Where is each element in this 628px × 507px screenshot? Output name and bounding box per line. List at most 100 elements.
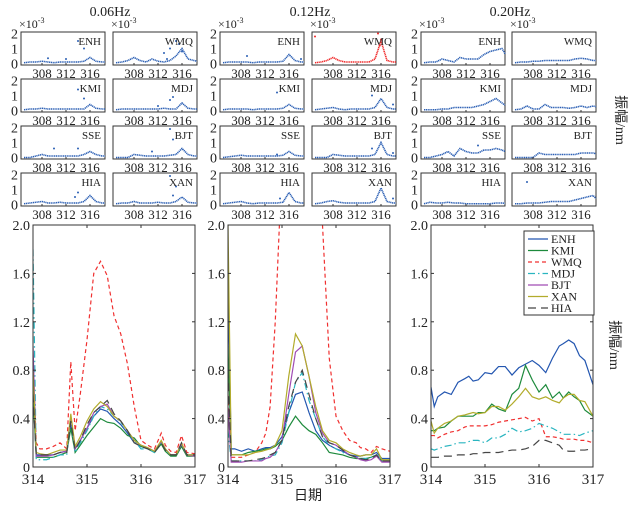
station-panel-hia: HIA 012 308 312 316	[210, 169, 305, 222]
station-label: HIA	[81, 177, 101, 189]
outlier-point	[47, 57, 49, 60]
station-label: KMI	[80, 83, 102, 95]
station-label: WMQ	[165, 36, 193, 48]
panel-frame	[20, 172, 106, 207]
y-axis-label-top: 振幅/nm	[612, 95, 628, 145]
x-tick-label: 316	[279, 207, 299, 222]
x-tick-label: 315	[474, 472, 497, 488]
y-tick-label: 2	[11, 75, 18, 90]
outlier-point	[83, 97, 85, 100]
outlier-point	[371, 147, 373, 150]
station-panel-sse: SSE 012 308 312 316	[210, 122, 305, 175]
trend-dots	[314, 186, 396, 205]
outlier-point	[65, 58, 67, 60]
trend-dots	[222, 103, 304, 111]
x-tick-label: 316	[279, 66, 299, 81]
y-tick-label: 2	[11, 122, 18, 137]
series-line-kmi	[33, 394, 195, 458]
scale-label: ×10-3	[19, 16, 44, 31]
y-tick-label: 0	[23, 461, 30, 476]
x-tick-label: 312	[347, 113, 367, 128]
x-tick-label: 316	[371, 113, 391, 128]
x-tick-label: 317	[379, 472, 402, 488]
frequency-title: 0.12Hz	[290, 5, 331, 20]
legend-label: ENH	[551, 232, 576, 246]
y-tick-label: 1.2	[13, 316, 31, 331]
x-tick-label: 312	[56, 160, 76, 175]
comparison-panel-006hz: 0 0.4 0.8 1.2 1.6 2.0 314 315 316 317	[13, 219, 207, 488]
panel-frame	[430, 224, 594, 468]
outlier-point	[526, 181, 528, 183]
y-tick-label: 2	[210, 122, 217, 137]
y-tick-label: 2	[210, 169, 217, 184]
x-tick-label: 316	[571, 160, 591, 175]
plot-area	[228, 225, 390, 467]
x-tick-label: 316	[371, 160, 391, 175]
trend-dots	[514, 57, 596, 64]
x-tick-label: 308	[432, 113, 452, 128]
x-tick-label: 312	[456, 66, 476, 81]
station-label: SSE	[482, 130, 501, 142]
y-tick-label: 1	[11, 90, 18, 105]
x-tick-label: 308	[523, 207, 543, 222]
scale-base: ×10	[510, 17, 529, 31]
station-label: XAN	[568, 177, 592, 189]
x-tick-label: 317	[184, 472, 207, 488]
y-tick-label: 0	[11, 199, 18, 214]
legend-label: KMI	[551, 244, 574, 258]
scale-exponent: -3	[329, 16, 336, 25]
station-panel-xan: XAN 308 312 316	[511, 172, 597, 222]
x-tick-label: 316	[571, 207, 591, 222]
panel-frame	[311, 125, 397, 160]
trend-dots	[314, 38, 396, 64]
y-tick-label: 1	[411, 184, 418, 199]
x-tick-label: 312	[56, 113, 76, 128]
panel-frame	[112, 125, 198, 160]
outlier-point	[181, 50, 183, 53]
panel-frame	[311, 31, 397, 66]
x-tick-label: 316	[172, 160, 192, 175]
y-tick-label: 0	[411, 58, 418, 73]
panel-frame	[219, 125, 305, 160]
outlier-point	[392, 152, 394, 154]
x-tick-label: 308	[124, 113, 144, 128]
y-tick-label: 2	[411, 28, 418, 43]
x-tick-label: 312	[547, 160, 567, 175]
y-tick-label: 1	[411, 137, 418, 152]
legend-label: MDJ	[551, 267, 575, 281]
y-tick-label: 2	[210, 75, 217, 90]
station-panel-hia: HIA 012 308 312 316	[411, 169, 506, 222]
x-tick-label: 308	[323, 113, 343, 128]
y-tick-label: 0	[11, 105, 18, 120]
y-tick-label: 0.4	[13, 413, 31, 428]
station-label: ENH	[78, 36, 101, 48]
x-tick-label: 308	[124, 160, 144, 175]
station-panel-xan: XAN 308 312 316	[311, 172, 397, 222]
outlier-point	[172, 194, 174, 197]
y-tick-label: 2.0	[208, 219, 226, 234]
scale-label: ×10-3	[510, 16, 535, 31]
y-tick-label: 1	[210, 137, 217, 152]
outlier-point	[378, 44, 381, 47]
y-tick-label: 2	[411, 75, 418, 90]
x-tick-label: 316	[172, 66, 192, 81]
outlier-point	[83, 47, 85, 50]
trend-dots	[23, 56, 105, 64]
outlier-point	[53, 147, 55, 150]
x-tick-label: 312	[347, 66, 367, 81]
x-axis-label: 日期	[294, 488, 322, 504]
x-tick-label: 316	[279, 113, 299, 128]
y-tick-label: 0	[210, 152, 217, 167]
x-tick-label: 308	[32, 207, 52, 222]
x-tick-label: 308	[523, 160, 543, 175]
x-tick-label: 312	[456, 160, 476, 175]
outlier-point	[371, 94, 373, 97]
trend-dots	[116, 147, 197, 159]
panel-frame	[219, 172, 305, 207]
station-panel-kmi: KMI 012 308 312 316	[11, 75, 106, 128]
y-tick-label: 0.8	[208, 364, 226, 379]
scale-base: ×10	[19, 17, 38, 31]
outlier-point	[175, 40, 177, 42]
station-panel-bjt: BJT 308 312 316	[311, 125, 397, 175]
